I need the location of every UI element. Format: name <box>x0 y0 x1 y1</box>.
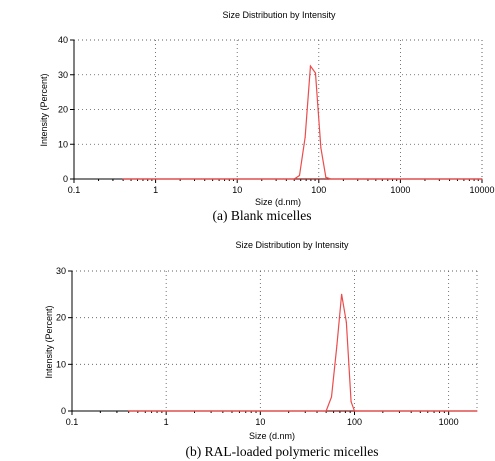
chart-b-y-ticks: 0 10 20 30 <box>56 266 66 416</box>
series-point <box>325 176 327 178</box>
series-point <box>330 396 333 398</box>
series-point <box>353 410 356 412</box>
chart-b-title: Size Distribution by Intensity <box>235 240 349 250</box>
x-tick-label: 1000 <box>439 417 459 427</box>
y-tick-label: 20 <box>56 313 66 323</box>
chart-b-xlabel: Size (d.nm) <box>249 431 295 441</box>
x-tick-label: 10 <box>232 185 242 195</box>
x-tick-label: 1000 <box>390 185 410 195</box>
chart-a-title: Size Distribution by Intensity <box>222 10 336 20</box>
series-line <box>123 64 482 180</box>
y-tick-label: 0 <box>61 406 66 416</box>
series-point <box>481 178 483 180</box>
series-point <box>336 345 338 347</box>
series-line <box>128 294 477 412</box>
y-tick-label: 0 <box>63 174 68 184</box>
chart-a-y-ticks: 0 10 20 30 40 <box>58 35 68 184</box>
y-tick-label: 10 <box>56 359 66 369</box>
chart-b-grid <box>72 270 478 411</box>
y-tick-label: 10 <box>58 139 68 149</box>
series-point <box>476 410 478 412</box>
chart-a-axes <box>70 39 483 183</box>
chart-b-x-ticks: 0.1 1 10 100 1000 <box>66 417 459 427</box>
series-point <box>314 72 317 74</box>
chart-a-xlabel: Size (d.nm) <box>255 197 301 207</box>
chart-b-caption: (b) RAL-loaded polymeric micelles <box>185 444 378 459</box>
y-tick-label: 30 <box>58 70 68 80</box>
chart-a-x-ticks: 0.1 1 10 100 1000 10000 <box>68 185 495 195</box>
chart-ral-loaded-micelles: Size Distribution by Intensity 0 10 20 30 0… <box>44 240 478 459</box>
series-point <box>350 401 352 403</box>
series-point <box>128 410 130 412</box>
series-point <box>304 136 306 138</box>
chart-blank-micelles: Size Distribution by Intensity 0 10 20 30 40… <box>39 10 495 223</box>
x-tick-label: 100 <box>347 417 362 427</box>
series-point <box>309 65 312 67</box>
chart-a-caption: (a) Blank micelles <box>213 208 312 223</box>
series-point <box>320 147 322 149</box>
x-tick-label: 0.1 <box>68 185 81 195</box>
series-point <box>122 178 124 180</box>
series-point <box>330 178 332 180</box>
x-tick-label: 1 <box>164 417 169 427</box>
x-tick-label: 10 <box>255 417 265 427</box>
chart-b-ylabel: Intensity (Percent) <box>44 305 54 378</box>
series-point <box>345 321 347 323</box>
x-tick-label: 10000 <box>469 185 494 195</box>
series-point <box>293 178 295 180</box>
y-tick-label: 20 <box>58 105 68 115</box>
chart-a-ylabel: Intensity (Percent) <box>39 73 49 146</box>
chart-a-grid <box>74 39 483 179</box>
series-point <box>298 174 301 177</box>
chart-a-series <box>122 64 483 180</box>
y-tick-label: 30 <box>56 266 66 276</box>
series-point <box>325 410 327 412</box>
chart-b-series <box>128 293 478 412</box>
x-tick-label: 100 <box>311 185 326 195</box>
chart-b-axes <box>68 270 477 415</box>
series-point <box>341 293 343 295</box>
x-tick-label: 1 <box>153 185 158 195</box>
y-tick-label: 40 <box>58 35 68 45</box>
x-tick-label: 0.1 <box>66 417 79 427</box>
